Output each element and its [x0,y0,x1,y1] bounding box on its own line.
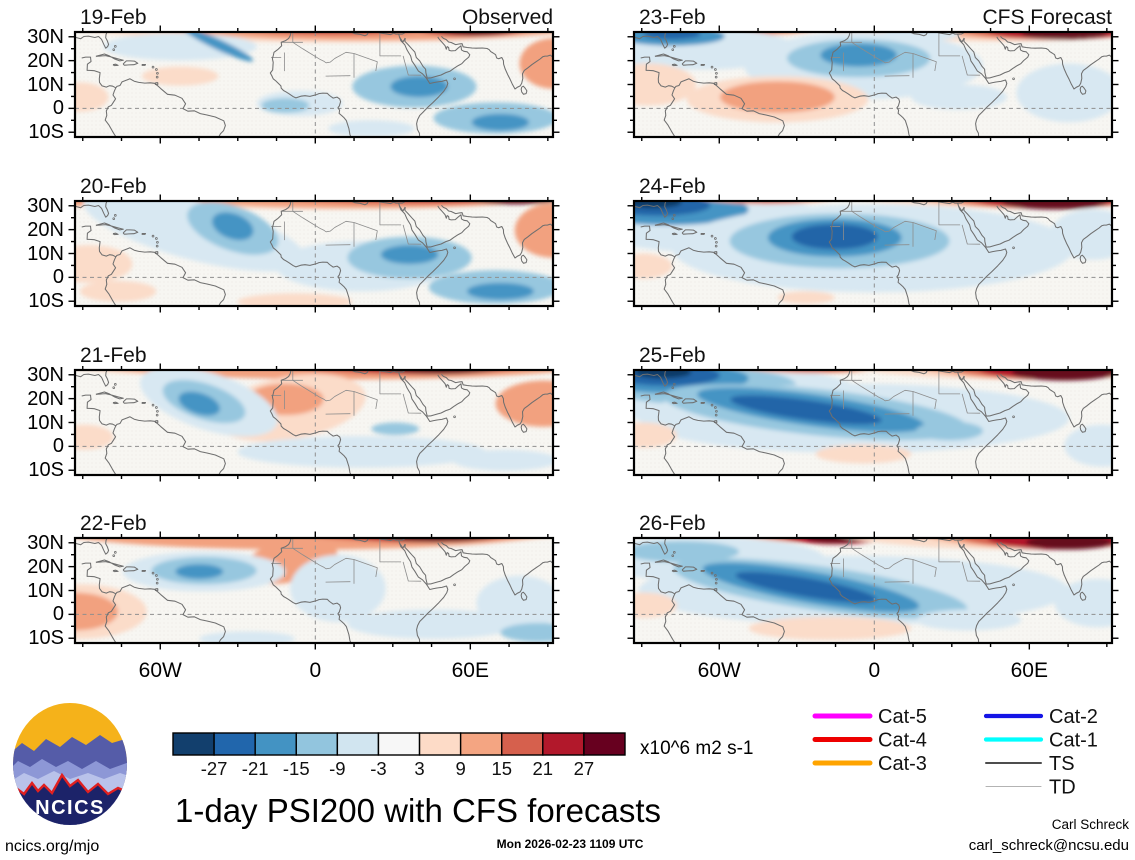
lat-label-10S: 10S [28,459,64,482]
legend-label-Cat-3: Cat-3 [878,753,927,775]
lat-label-20N: 20N [27,387,64,410]
map-panel-19-Feb [66,23,562,151]
map-svg-26-Feb [627,531,1119,650]
map-svg-23-Feb [627,25,1119,144]
colorbar-tick-label: 27 [574,758,595,779]
lat-label-30N: 30N [27,363,64,386]
column-header-observed: Observed [461,6,553,29]
map-panel-23-Feb [625,23,1121,151]
map-panel-26-Feb [625,529,1121,657]
ncics-logo: NCICS [13,703,127,825]
colorbar: -27 -21 -15 -9 -3 3 9 15 21 27 [171,731,627,788]
panel-date-19-Feb: 19-Feb [80,6,147,29]
lat-label-10N: 10N [27,411,64,434]
lat-label-30N: 30N [27,194,64,217]
colorbar-tick-label: 21 [533,758,554,779]
logo-red-ridgeline [13,772,127,796]
lon-label-60W-col1: 60W [697,659,741,682]
panel-date-23-Feb: 23-Feb [639,6,706,29]
lon-label-0-col0: 0 [309,659,322,682]
panel-date-25-Feb: 25-Feb [639,344,706,367]
lat-label-0: 0 [52,97,64,120]
colorbar-units-label: x10^6 m2 s-1 [640,738,754,759]
colorbar-svg: -27 -21 -15 -9 -3 3 9 15 21 27 [172,732,626,779]
panel-date-21-Feb: 21-Feb [80,344,147,367]
storm-category-legend: Cat-5 Cat-4 Cat-3 Cat-2 Cat-1 TS TD [805,702,1125,805]
lon-label-60W-col0: 60W [138,659,182,682]
legend-label-TD: TD [1049,777,1076,799]
lat-label-10S: 10S [28,121,64,144]
creation-timestamp: Mon 2026-02-23 1109 UTC [496,837,644,851]
logo-text: NCICS [35,797,105,819]
site-url: ncics.org/mjo [5,838,100,855]
legend-label-Cat-5: Cat-5 [878,706,927,728]
lat-label-10N: 10N [27,73,64,96]
map-svg-19-Feb [68,25,560,144]
lat-label-0: 0 [52,266,64,289]
map-svg-25-Feb [627,363,1119,482]
colorbar-tick-label: -21 [242,758,269,779]
lat-label-20N: 20N [27,218,64,241]
legend-label-Cat-1: Cat-1 [1049,730,1098,752]
legend-label-Cat-4: Cat-4 [878,730,927,752]
lon-label-0-col1: 0 [868,659,881,682]
map-panel-21-Feb [66,361,562,489]
author-email: carl_schreck@ncsu.edu [968,837,1129,854]
lat-label-30N: 30N [27,531,64,554]
legend-label-TS: TS [1049,753,1075,775]
map-svg-21-Feb [68,363,560,482]
lat-label-10S: 10S [28,290,64,313]
map-panel-25-Feb [625,361,1121,489]
map-svg-22-Feb [68,531,560,650]
colorbar-tick-label: -15 [283,758,310,779]
lat-label-20N: 20N [27,49,64,72]
map-svg-24-Feb [627,194,1119,313]
colorbar-tick-label: 15 [491,758,512,779]
colorbar-tick-label: -3 [370,758,386,779]
panel-date-22-Feb: 22-Feb [80,512,147,535]
colorbar-tick-label: -9 [329,758,345,779]
map-panel-24-Feb [625,192,1121,320]
colorbar-tick-label: 9 [455,758,465,779]
map-panel-20-Feb [66,192,562,320]
lat-label-10N: 10N [27,579,64,602]
panel-date-24-Feb: 24-Feb [639,175,706,198]
column-header-cfs-forecast: CFS Forecast [982,6,1112,29]
lon-label-60E-col1: 60E [1010,659,1048,682]
figure-title: 1-day PSI200 with CFS forecasts [175,792,662,829]
lat-label-0: 0 [52,435,64,458]
lat-label-0: 0 [52,603,64,626]
colorbar-tick-label: -27 [201,758,228,779]
map-panel-22-Feb [66,529,562,657]
map-svg-20-Feb [68,194,560,313]
panel-date-20-Feb: 20-Feb [80,175,147,198]
lat-label-30N: 30N [27,25,64,48]
lat-label-10S: 10S [28,627,64,650]
colorbar-tick-label: 3 [414,758,424,779]
lat-label-10N: 10N [27,242,64,265]
author-name: Carl Schreck [1051,817,1129,832]
legend-label-Cat-2: Cat-2 [1049,706,1098,728]
lon-label-60E-col0: 60E [451,659,489,682]
lat-label-20N: 20N [27,555,64,578]
panel-date-26-Feb: 26-Feb [639,512,706,535]
